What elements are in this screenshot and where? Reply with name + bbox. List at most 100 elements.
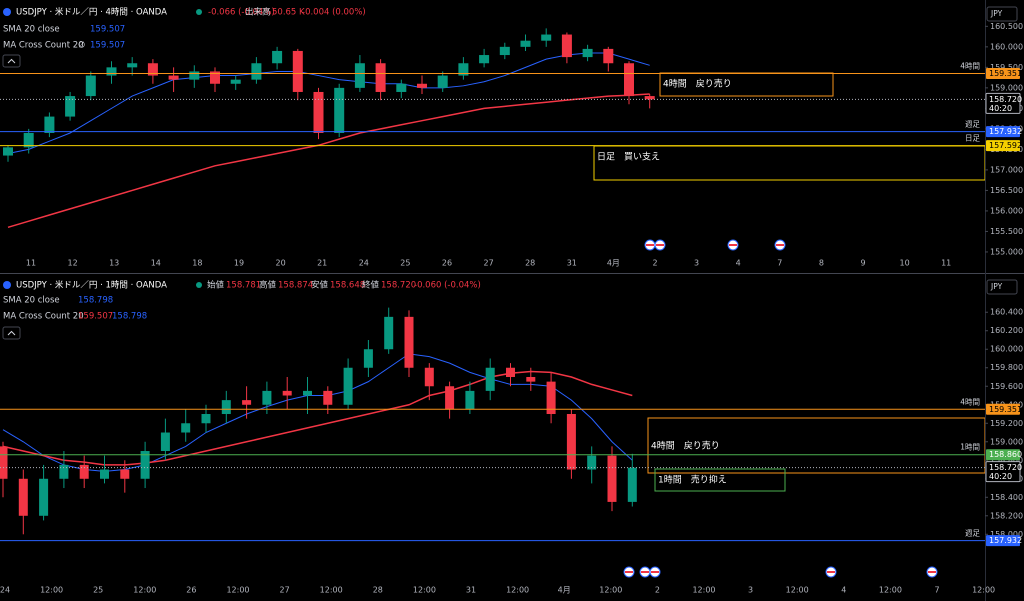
indicator-readout: 159.507 (90, 25, 125, 35)
candle-body (127, 63, 138, 68)
candle-body (343, 367, 353, 405)
candle-body (445, 386, 455, 410)
header-volume-change: -0.004 (0.00%) (302, 8, 366, 18)
header-low-label: 安値 (311, 280, 329, 291)
indicator-symbol: ∅ (78, 41, 85, 51)
x-tick-label: 31 (466, 586, 476, 595)
x-tick-label: 27 (280, 586, 290, 595)
header-high: 158.874 (278, 281, 313, 291)
candle-body (603, 48, 614, 64)
candle-body (79, 464, 89, 479)
x-tick-label: 12:00 (599, 586, 622, 595)
symbol-icon (3, 8, 11, 16)
last-price-tag (985, 461, 1021, 483)
indicator-readout: 158.798 (78, 296, 113, 306)
candle-body (23, 132, 34, 148)
y-tick-label: 160.000 (990, 345, 1023, 354)
y-tick-label: 159.600 (990, 382, 1023, 391)
candle-body (561, 34, 572, 58)
y-tick-label: 158.400 (990, 493, 1023, 502)
header-low: 158.648 (330, 281, 365, 291)
y-tick-label: 158.800 (990, 456, 1023, 465)
candle-body (251, 63, 262, 80)
indicator-line (7, 93, 650, 229)
price-tag-label: 159.351 (989, 69, 1022, 78)
header-volume-label: 出来高 (245, 7, 271, 18)
x-tick-label: 25 (93, 586, 103, 595)
x-tick-label: 26 (186, 586, 196, 595)
candle-body (424, 367, 434, 387)
collapse-button[interactable] (2, 54, 21, 68)
candle-body (262, 390, 272, 405)
candle-body (85, 75, 96, 97)
x-tick-label: 12:00 (40, 586, 63, 595)
x-tick-label: 10 (900, 259, 910, 268)
x-tick-label: 12:00 (320, 586, 343, 595)
candle-body (334, 87, 345, 133)
y-tick-label: 159.500 (990, 63, 1023, 72)
candle-body (160, 432, 170, 452)
last-price-tag (985, 92, 1021, 114)
candle-body (272, 50, 283, 64)
price-tag (986, 140, 1020, 152)
candle-body (375, 63, 386, 92)
x-tick-label: 28 (525, 259, 535, 268)
header-close-label: 終値 (362, 280, 380, 291)
indicator-name: MA Cross Count 20 (3, 312, 84, 322)
header-change: -0.060 (-0.04%) (414, 281, 481, 291)
candle-body (396, 83, 407, 92)
x-tick-label: 12:00 (692, 586, 715, 595)
candle-body (582, 48, 593, 58)
y-tick-label: 158.200 (990, 511, 1023, 520)
y-tick-label: 159.000 (990, 437, 1023, 446)
candle-body (541, 34, 552, 41)
x-tick-label: 12:00 (226, 586, 249, 595)
candle-body (384, 316, 394, 350)
price-tag (986, 535, 1020, 547)
header-volume: 50.65 K (272, 8, 305, 18)
status-dot (196, 9, 202, 15)
x-tick-label: 18 (192, 259, 202, 268)
annotation-text: 1時間 売り抑え (658, 474, 727, 486)
candle-body (189, 71, 200, 80)
price-tag (986, 403, 1020, 415)
x-tick-label: 12:00 (506, 586, 529, 595)
price-tag-label: 157.592 (989, 141, 1022, 150)
x-tick-label: 19 (234, 259, 244, 268)
currency-button[interactable] (986, 279, 1018, 295)
candle-body (18, 478, 28, 516)
candle-body (39, 478, 49, 516)
candle-body (506, 367, 515, 377)
event-flag-stripe (641, 571, 649, 573)
event-flag-stripe (776, 244, 784, 246)
indicator-name: MA Cross Count 20 (3, 41, 84, 51)
candle-body (292, 50, 303, 92)
indicator-line (7, 52, 650, 154)
level-name: 1時間 (960, 443, 980, 452)
y-tick-label: 159.800 (990, 363, 1023, 372)
x-tick-label: 12 (68, 259, 78, 268)
collapse-button[interactable] (2, 326, 21, 340)
price-tag (986, 67, 1020, 79)
y-tick-label: 157.000 (990, 165, 1023, 174)
candle-body (201, 414, 211, 424)
candle-body (0, 446, 8, 479)
header-symbol: USDJPY · 米ドル／円 · 4時間 · OANDA (16, 7, 167, 18)
plot-area: 4時間 戻り売り 1時間 売り抑え (0, 307, 985, 535)
event-flag-stripe (651, 571, 659, 573)
x-tick-label: 3 (694, 259, 699, 268)
event-flag-stripe (928, 571, 936, 573)
candle-body (120, 469, 130, 479)
header-open-label: 始値 (207, 280, 225, 291)
x-tick-label: 27 (484, 259, 494, 268)
candle-body (140, 451, 150, 479)
candle-body (313, 91, 324, 133)
y-tick-label: 155.500 (990, 227, 1023, 236)
x-tick-label: 14 (151, 259, 161, 268)
candle-body (354, 63, 365, 88)
x-tick-label: 4 (841, 586, 846, 595)
x-tick-label: 4月 (607, 259, 620, 268)
currency-button[interactable] (986, 6, 1018, 22)
x-tick-label: 13 (109, 259, 119, 268)
